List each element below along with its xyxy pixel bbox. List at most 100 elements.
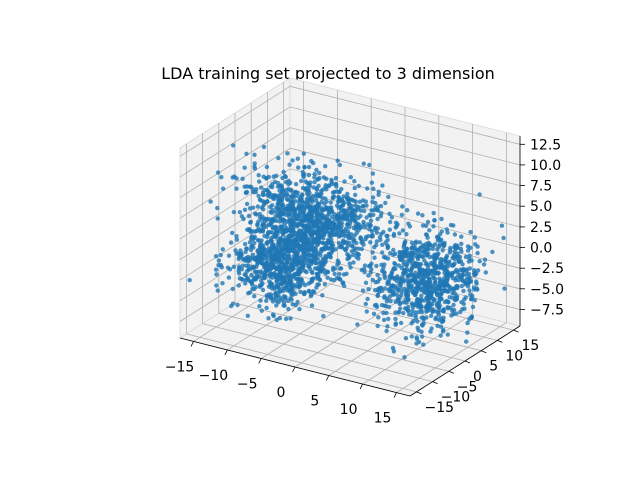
scatter-point bbox=[323, 164, 328, 169]
scatter-point bbox=[428, 295, 433, 300]
scatter-point bbox=[341, 239, 346, 244]
scatter-point bbox=[397, 250, 402, 255]
scatter-point bbox=[289, 224, 294, 230]
scatter-point bbox=[403, 336, 409, 341]
scatter-point bbox=[366, 287, 371, 292]
scatter-point bbox=[314, 187, 320, 192]
scatter-point bbox=[312, 180, 317, 185]
y-tick-mark bbox=[497, 340, 503, 343]
scatter-point bbox=[470, 304, 476, 310]
scatter-point bbox=[260, 244, 265, 249]
scatter-point bbox=[454, 311, 459, 316]
scatter-point bbox=[280, 230, 285, 236]
scatter-point bbox=[404, 263, 409, 268]
scatter-point bbox=[244, 263, 249, 268]
scatter-point bbox=[345, 256, 350, 262]
scatter-point bbox=[397, 231, 402, 236]
scatter-point bbox=[317, 170, 322, 176]
scatter-point bbox=[383, 200, 388, 206]
scatter-point bbox=[287, 279, 292, 284]
scatter-point bbox=[226, 275, 232, 280]
scatter-point bbox=[453, 269, 458, 274]
scatter-point bbox=[215, 288, 220, 293]
scatter-point bbox=[273, 226, 278, 231]
scatter-point bbox=[459, 241, 464, 246]
scatter-point bbox=[254, 228, 259, 234]
scatter-point bbox=[277, 286, 282, 291]
scatter-point bbox=[306, 172, 311, 178]
scatter-point bbox=[319, 199, 324, 204]
scatter-point bbox=[226, 253, 232, 258]
scatter-point bbox=[373, 288, 378, 293]
scatter-point bbox=[425, 298, 431, 304]
scatter-point bbox=[428, 329, 433, 334]
scatter-point bbox=[306, 164, 312, 170]
scatter-point bbox=[219, 175, 224, 180]
scatter-point bbox=[337, 162, 343, 168]
scatter-point bbox=[406, 253, 411, 258]
scatter-point bbox=[353, 219, 358, 224]
scatter-point bbox=[277, 315, 283, 321]
scatter-point bbox=[299, 219, 304, 224]
scatter-point bbox=[431, 210, 436, 216]
scatter-point bbox=[300, 169, 305, 175]
scatter-point bbox=[306, 252, 311, 258]
scatter-point bbox=[292, 213, 298, 218]
scatter-point bbox=[288, 180, 293, 185]
scatter-point bbox=[237, 264, 242, 269]
scatter-point bbox=[255, 274, 260, 279]
scatter-point bbox=[292, 237, 298, 242]
scatter-point bbox=[361, 161, 366, 166]
scatter-point bbox=[415, 274, 421, 279]
tick-labels: −15−10−5051015−15−10−5051015−7.5−5.0−2.5… bbox=[165, 137, 564, 426]
scatter-point bbox=[231, 143, 236, 148]
scatter-point bbox=[348, 265, 353, 270]
scatter-point bbox=[293, 259, 299, 264]
scatter-point bbox=[436, 244, 442, 249]
scatter-point bbox=[401, 310, 406, 316]
scatter-point bbox=[323, 245, 328, 250]
scatter-point bbox=[414, 289, 419, 294]
scatter-point bbox=[380, 242, 385, 247]
scatter-point bbox=[296, 236, 302, 242]
scatter-point bbox=[367, 212, 372, 217]
scatter-point bbox=[338, 266, 344, 271]
z-tick-label: 12.5 bbox=[530, 137, 561, 153]
gridline-y-floor bbox=[218, 312, 449, 372]
scatter-point bbox=[230, 175, 235, 180]
scatter-point bbox=[254, 264, 259, 269]
scatter-point bbox=[351, 260, 356, 265]
scatter-point bbox=[306, 264, 312, 269]
scatter-point bbox=[264, 305, 269, 311]
scatter-point bbox=[252, 152, 257, 157]
scatter-point bbox=[230, 286, 235, 292]
scatter-point bbox=[291, 253, 297, 258]
gridline-z-back bbox=[289, 106, 521, 166]
scatter-point bbox=[367, 162, 372, 168]
scatter-point bbox=[374, 242, 379, 248]
scatter-point bbox=[352, 179, 357, 184]
scatter-point bbox=[436, 251, 441, 256]
scatter-point bbox=[315, 201, 320, 206]
scatter-point bbox=[237, 210, 243, 215]
scatter-point bbox=[281, 274, 286, 279]
scatter-point bbox=[376, 192, 381, 197]
scatter-point bbox=[244, 201, 250, 207]
scatter-point bbox=[467, 279, 473, 284]
scatter-point bbox=[465, 244, 471, 249]
scatter-point bbox=[444, 253, 450, 259]
scatter-point bbox=[419, 245, 424, 250]
scatter-point bbox=[454, 285, 459, 290]
scatter-point bbox=[307, 208, 313, 213]
gridline-z-left bbox=[179, 189, 291, 260]
scatter-point bbox=[362, 267, 367, 272]
scatter-point bbox=[364, 309, 369, 314]
scatter-point bbox=[354, 231, 359, 236]
scatter-point bbox=[406, 304, 411, 310]
scatter-point bbox=[320, 215, 326, 220]
scatter-point bbox=[282, 303, 287, 308]
scatter-point bbox=[369, 267, 374, 272]
scatter-point bbox=[408, 278, 413, 284]
scatter-point bbox=[250, 237, 255, 242]
scatter-point bbox=[326, 207, 331, 213]
